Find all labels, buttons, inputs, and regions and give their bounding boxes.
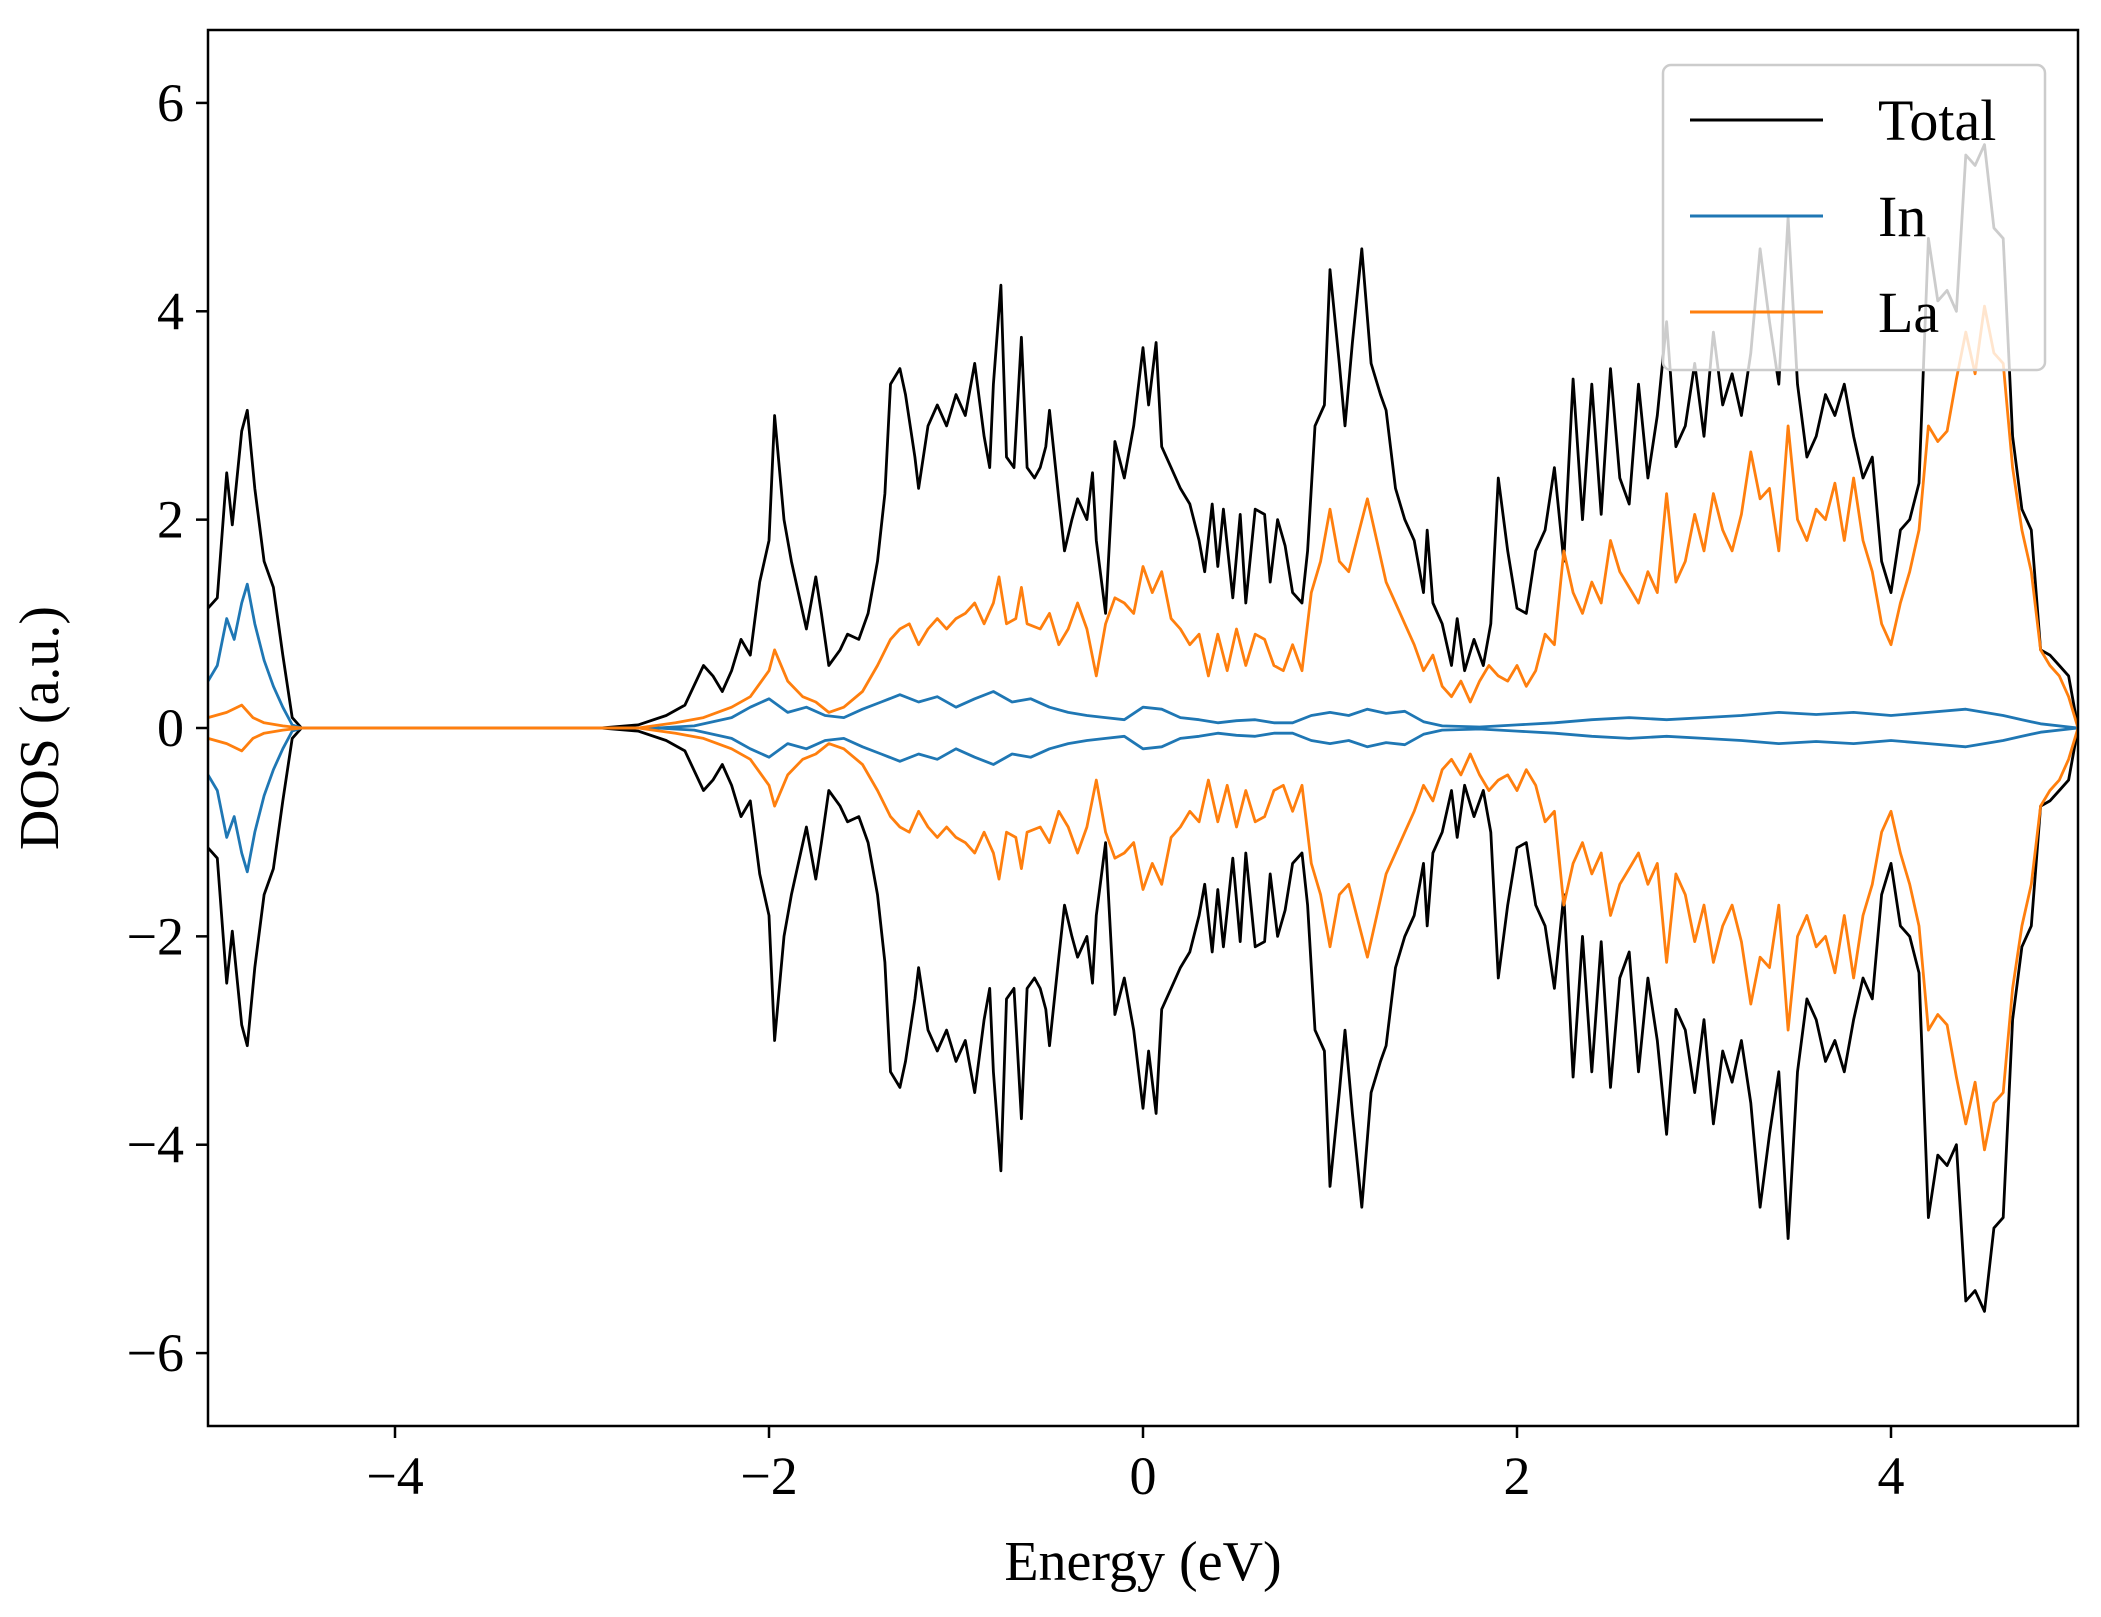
y-axis-ticks: −6 −4 −2 0 2 4 6: [127, 73, 208, 1383]
y-tick-label: 0: [157, 698, 184, 758]
y-tick-label: 4: [157, 281, 184, 341]
series-la-spin-down: [208, 726, 2078, 1152]
y-tick-label: −2: [127, 906, 184, 966]
legend-label-total: Total: [1878, 88, 1996, 153]
legend-label-la: La: [1878, 280, 1939, 345]
series-in-spin-up: [208, 582, 2078, 730]
y-tick-label: −4: [127, 1115, 184, 1175]
legend-box: [1661, 63, 2047, 372]
series-layer: [208, 143, 2078, 1313]
x-axis-label: Energy (eV): [1004, 1531, 1281, 1593]
legend: Total In La: [1661, 63, 2047, 372]
series-in-spin-down: [208, 726, 2078, 874]
y-axis-label: DOS (a.u.): [9, 606, 71, 850]
y-tick-label: 6: [157, 73, 184, 133]
series-total-spin-down: [208, 726, 2078, 1313]
x-tick-label: 4: [1878, 1446, 1905, 1506]
x-tick-label: 0: [1130, 1446, 1157, 1506]
series-la-spin-up: [208, 304, 2078, 730]
x-tick-label: −4: [366, 1446, 423, 1506]
x-tick-label: 2: [1504, 1446, 1531, 1506]
series-total-spin-up: [208, 143, 2078, 730]
legend-label-in: In: [1878, 184, 1926, 249]
x-tick-label: −2: [740, 1446, 797, 1506]
y-tick-label: 2: [157, 490, 184, 550]
x-axis-ticks: −4 −2 0 2 4: [366, 1426, 1905, 1506]
y-tick-label: −6: [127, 1323, 184, 1383]
